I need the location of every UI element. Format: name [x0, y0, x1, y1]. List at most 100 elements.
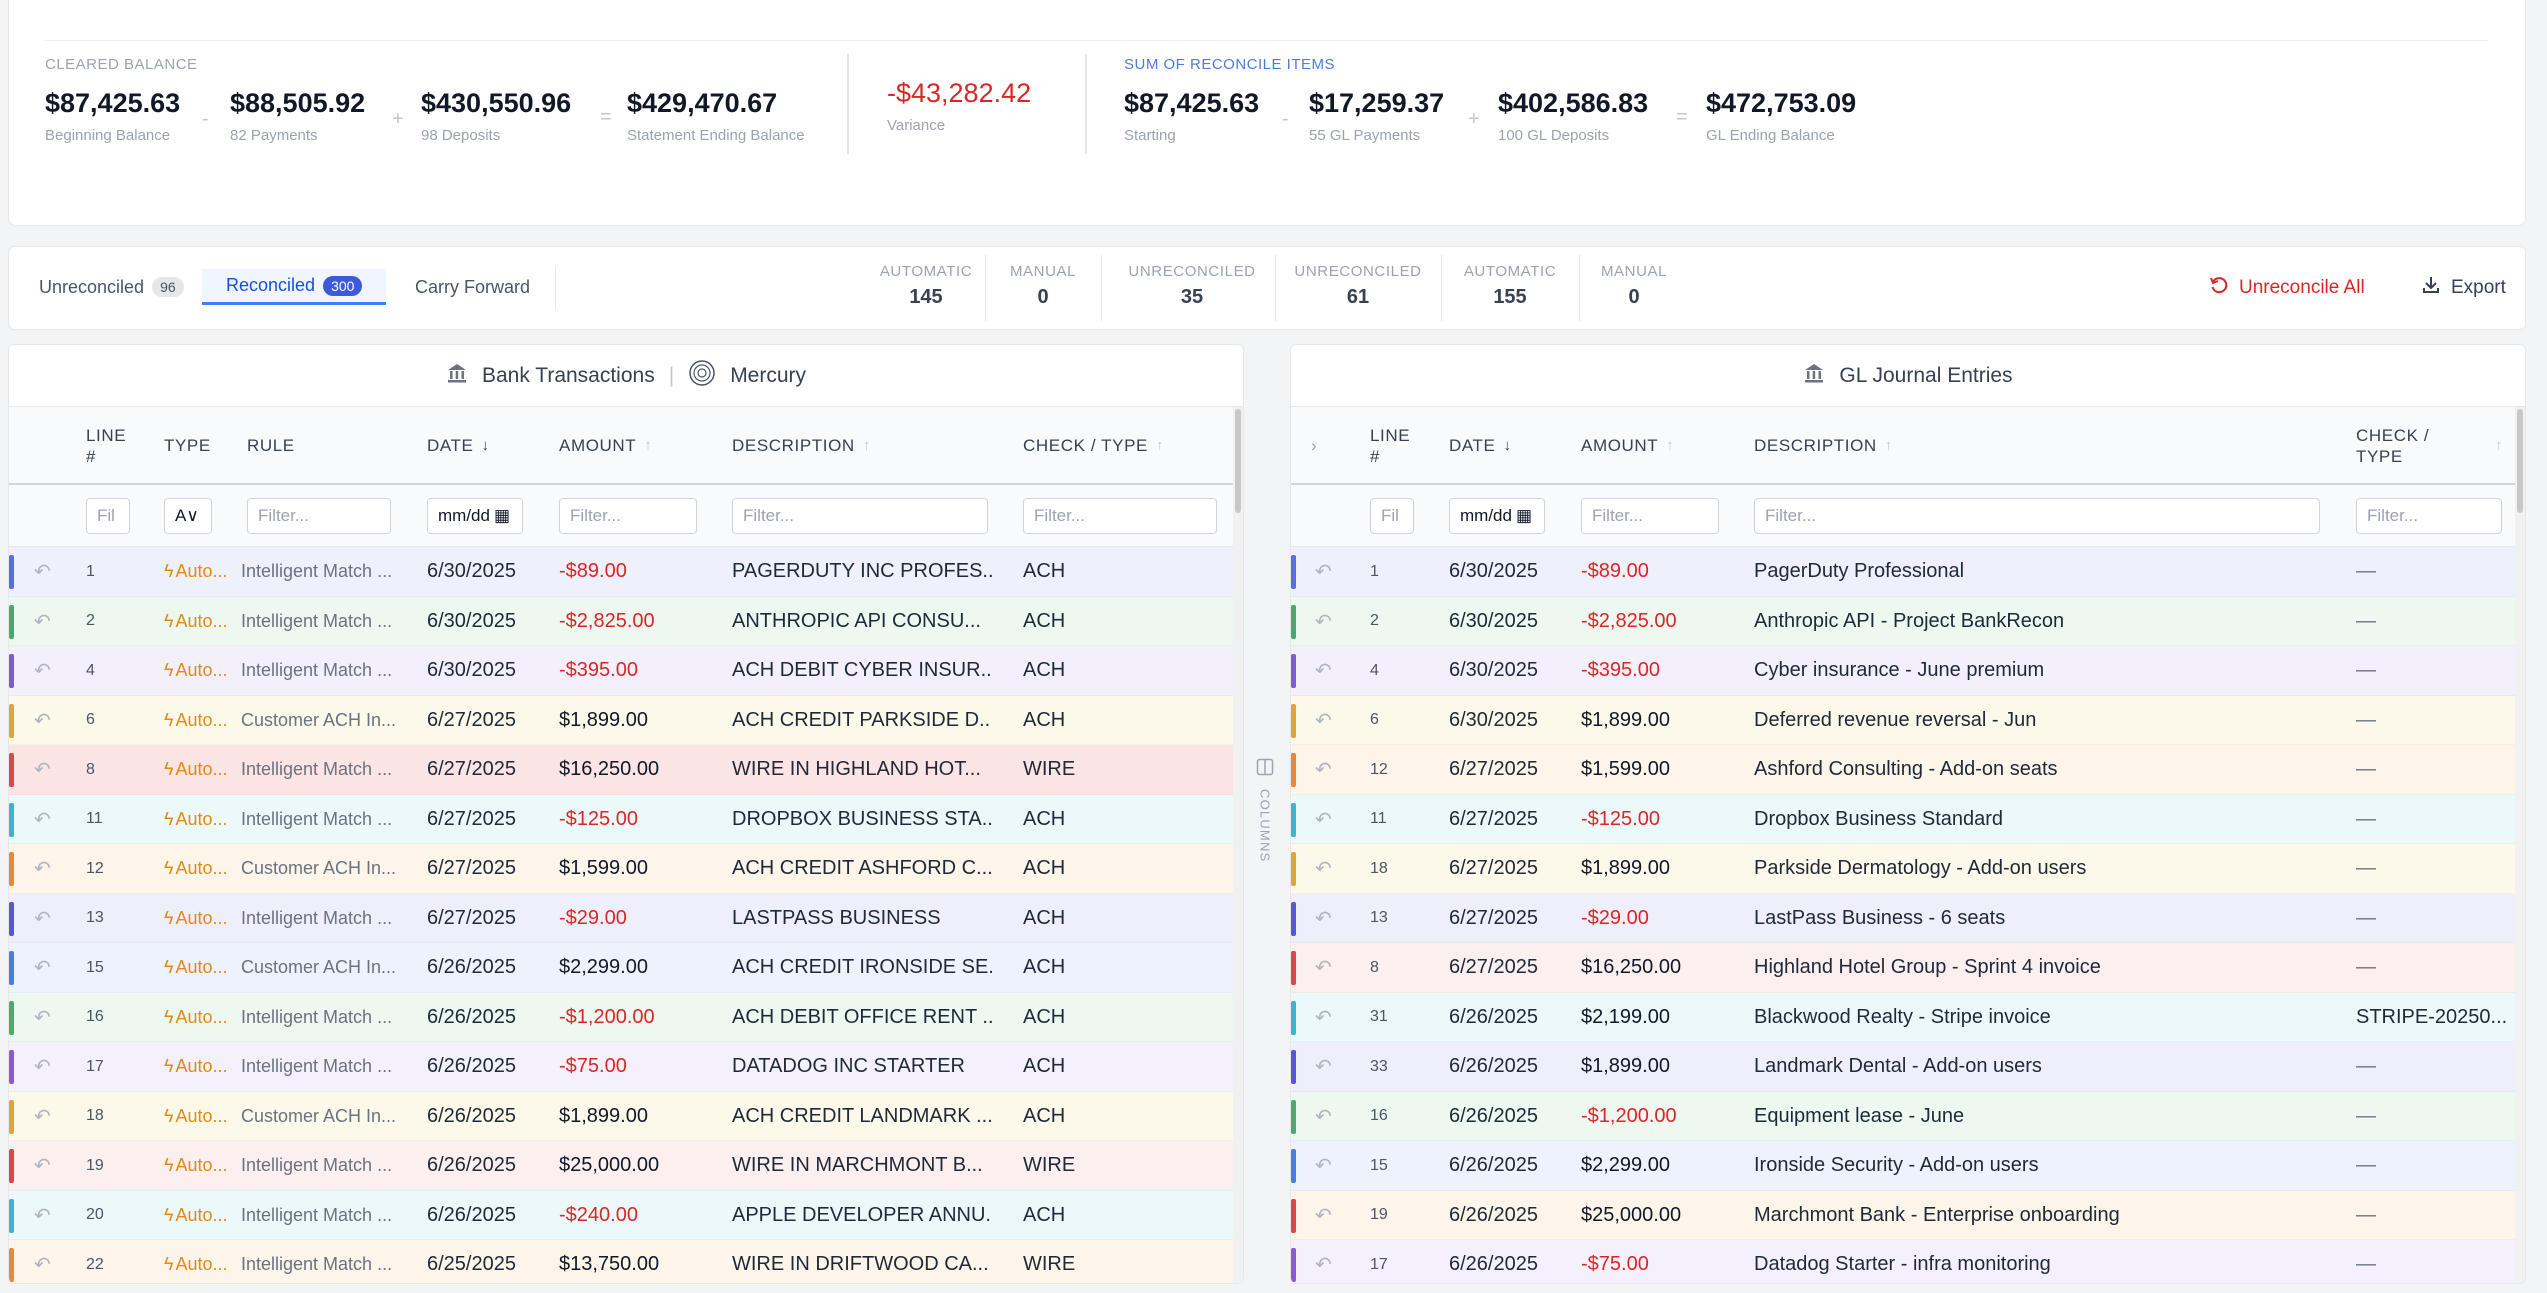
amount-filter-input[interactable]: Filter... [559, 498, 697, 534]
columns-toggle[interactable]: COLUMNS [1252, 758, 1278, 862]
table-row[interactable]: ↶ 4 6/30/2025 -$395.00 Cyber insurance - Jun… [1291, 646, 2525, 696]
gl-scrollbar[interactable] [2515, 407, 2525, 1283]
table-row[interactable]: ↶ 15 6/26/2025 $2,299.00 Ironside Security -… [1291, 1141, 2525, 1191]
unreconcile-all-button[interactable]: Unreconcile All [2209, 275, 2365, 301]
scrollbar-thumb[interactable] [1235, 409, 1241, 513]
table-row[interactable]: ↶ 11 6/27/2025 -$125.00 Dropbox Business Sta… [1291, 794, 2525, 844]
table-row[interactable]: ↶ 8 6/27/2025 $16,250.00 Highland Hotel Grou… [1291, 943, 2525, 993]
table-row[interactable]: ↶ 6 6/30/2025 $1,899.00 Deferred revenue rev… [1291, 695, 2525, 745]
tab-unreconciled[interactable]: Unreconciled 96 [33, 269, 190, 305]
table-row[interactable]: ↶ 17 ϟ Auto... Intelligent Match ... 6/26/202… [9, 1042, 1243, 1092]
table-row[interactable]: ↶ 16 ϟ Auto... Intelligent Match ... 6/26/202… [9, 992, 1243, 1042]
unreconcile-row-icon[interactable]: ↶ [34, 1254, 51, 1276]
unreconcile-row-icon[interactable]: ↶ [34, 709, 51, 732]
tab-carry-forward[interactable]: Carry Forward [415, 276, 531, 297]
table-row[interactable]: ↶ 31 6/26/2025 $2,199.00 Blackwood Realty - … [1291, 992, 2525, 1042]
export-button[interactable]: Export [2421, 275, 2506, 301]
column-header-line[interactable]: LINE # [1370, 425, 1411, 466]
amount-filter-input[interactable]: Filter... [1581, 498, 1719, 534]
unreconcile-row-icon[interactable]: ↶ [1315, 1155, 1332, 1177]
unreconcile-row-icon[interactable]: ↶ [34, 808, 51, 831]
unreconcile-row-icon[interactable]: ↶ [34, 1204, 51, 1227]
column-header-rule[interactable]: RULE [247, 436, 295, 456]
table-row[interactable]: ↶ 19 6/26/2025 $25,000.00 Marchmont Bank - E… [1291, 1190, 2525, 1240]
tab-reconciled[interactable]: Reconciled 300 [202, 269, 387, 305]
unreconcile-row-icon[interactable]: ↶ [1315, 957, 1332, 979]
table-row[interactable]: ↶ 1 ϟ Auto... Intelligent Match ... 6/30/2025… [9, 547, 1243, 597]
column-header-type[interactable]: TYPE [164, 436, 211, 456]
unreconcile-row-icon[interactable]: ↶ [1315, 808, 1332, 831]
unreconcile-row-icon[interactable]: ↶ [34, 1006, 51, 1029]
table-row[interactable]: ↶ 1 6/30/2025 -$89.00 PagerDuty Professional… [1291, 547, 2525, 597]
table-row[interactable]: ↶ 12 6/27/2025 $1,599.00 Ashford Consulting … [1291, 745, 2525, 795]
column-header-amount[interactable]: AMOUNT ↑ [1581, 436, 1675, 456]
column-header-description[interactable]: DESCRIPTION ↑ [1754, 436, 1893, 456]
line-filter-input[interactable]: Fil [1370, 498, 1414, 534]
type-filter-select[interactable]: A∨ [164, 498, 212, 534]
unreconcile-row-icon[interactable]: ↶ [1315, 1056, 1332, 1078]
rule-filter-input[interactable]: Filter... [247, 498, 391, 534]
date-filter-input[interactable]: mm/dd ▦ [1449, 498, 1545, 534]
column-header-description[interactable]: DESCRIPTION ↑ [732, 436, 871, 456]
unreconcile-row-icon[interactable]: ↶ [1315, 1204, 1332, 1227]
unreconcile-row-icon[interactable]: ↶ [1315, 1254, 1332, 1276]
unreconcile-row-icon[interactable]: ↶ [1315, 858, 1332, 880]
table-row[interactable]: ↶ 12 ϟ Auto... Customer ACH In... 6/27/2025 $1… [9, 844, 1243, 894]
check-type-filter-input[interactable]: Filter... [1023, 498, 1217, 534]
table-row[interactable]: ↶ 2 ϟ Auto... Intelligent Match ... 6/30/2025… [9, 596, 1243, 646]
table-row[interactable]: ↶ 16 6/26/2025 -$1,200.00 Equipment lease - … [1291, 1091, 2525, 1141]
line-filter-input[interactable]: Fil [86, 498, 130, 534]
table-row[interactable]: ↶ 13 6/27/2025 -$29.00 LastPass Business - 6… [1291, 893, 2525, 943]
sort-asc-icon: ↑ [1666, 436, 1675, 454]
transaction-date: 6/30/2025 [1449, 560, 1538, 582]
table-row[interactable]: ↶ 4 ϟ Auto... Intelligent Match ... 6/30/2025… [9, 646, 1243, 696]
unreconcile-row-icon[interactable]: ↶ [1315, 709, 1332, 732]
unreconcile-row-icon[interactable]: ↶ [1315, 610, 1332, 633]
unreconcile-row-icon[interactable]: ↶ [34, 1056, 51, 1078]
column-header-date[interactable]: DATE ↓ [427, 436, 490, 456]
column-header-amount[interactable]: AMOUNT ↑ [559, 436, 653, 456]
unreconcile-row-icon[interactable]: ↶ [34, 759, 51, 781]
table-row[interactable]: ↶ 22 ϟ Auto... Intelligent Match ... 6/25/202… [9, 1240, 1243, 1283]
description-filter-input[interactable]: Filter... [1754, 498, 2320, 534]
unreconcile-row-icon[interactable]: ↶ [34, 1105, 51, 1128]
transaction-date: 6/27/2025 [427, 807, 516, 830]
table-row[interactable]: ↶ 8 ϟ Auto... Intelligent Match ... 6/27/2025… [9, 745, 1243, 795]
unreconcile-row-icon[interactable]: ↶ [1315, 1105, 1332, 1128]
table-row[interactable]: ↶ 18 6/27/2025 $1,899.00 Parkside Dermatolog… [1291, 844, 2525, 894]
column-header-date[interactable]: DATE ↓ [1449, 436, 1512, 456]
description-filter-input[interactable]: Filter... [732, 498, 988, 534]
scrollbar-thumb[interactable] [2517, 409, 2523, 513]
table-row[interactable]: ↶ 6 ϟ Auto... Customer ACH In... 6/27/2025 $1,… [9, 695, 1243, 745]
unreconcile-row-icon[interactable]: ↶ [1315, 759, 1332, 781]
check-type: — [2356, 609, 2376, 632]
unreconcile-row-icon[interactable]: ↶ [1315, 1006, 1332, 1029]
table-row[interactable]: ↶ 15 ϟ Auto... Customer ACH In... 6/26/2025 $2… [9, 943, 1243, 993]
expand-chevron-icon[interactable]: › [1311, 436, 1318, 456]
check-type-filter-input[interactable]: Filter... [2356, 498, 2502, 534]
table-row[interactable]: ↶ 19 ϟ Auto... Intelligent Match ... 6/26/202… [9, 1141, 1243, 1191]
date-filter-input[interactable]: mm/dd ▦ [427, 498, 523, 534]
unreconcile-row-icon[interactable]: ↶ [34, 907, 51, 930]
table-row[interactable]: ↶ 11 ϟ Auto... Intelligent Match ... 6/27/202… [9, 794, 1243, 844]
unreconcile-row-icon[interactable]: ↶ [34, 561, 51, 583]
column-header-check-type[interactable]: CHECK / TYPE [2356, 425, 2430, 466]
table-row[interactable]: ↶ 13 ϟ Auto... Intelligent Match ... 6/27/202… [9, 893, 1243, 943]
column-header-line[interactable]: LINE # [86, 425, 127, 466]
table-row[interactable]: ↶ 2 6/30/2025 -$2,825.00 Anthropic API - Pro… [1291, 596, 2525, 646]
unreconcile-row-icon[interactable]: ↶ [1315, 660, 1332, 682]
unreconcile-row-icon[interactable]: ↶ [1315, 561, 1332, 583]
table-row[interactable]: ↶ 20 ϟ Auto... Intelligent Match ... 6/26/202… [9, 1190, 1243, 1240]
table-row[interactable]: ↶ 33 6/26/2025 $1,899.00 Landmark Dental - A… [1291, 1042, 2525, 1092]
table-row[interactable]: ↶ 17 6/26/2025 -$75.00 Datadog Starter - inf… [1291, 1240, 2525, 1283]
unreconcile-row-icon[interactable]: ↶ [34, 660, 51, 682]
column-header-check-type[interactable]: CHECK / TYPE ↑ [1023, 436, 1165, 456]
unreconcile-row-icon[interactable]: ↶ [34, 957, 51, 979]
unreconcile-row-icon[interactable]: ↶ [34, 610, 51, 633]
bank-scrollbar[interactable] [1233, 407, 1243, 1283]
unreconcile-row-icon[interactable]: ↶ [34, 858, 51, 880]
unreconcile-row-icon[interactable]: ↶ [34, 1155, 51, 1177]
table-row[interactable]: ↶ 18 ϟ Auto... Customer ACH In... 6/26/2025 $1… [9, 1091, 1243, 1141]
sort-asc-icon: ↑ [1155, 436, 1165, 454]
unreconcile-row-icon[interactable]: ↶ [1315, 907, 1332, 930]
